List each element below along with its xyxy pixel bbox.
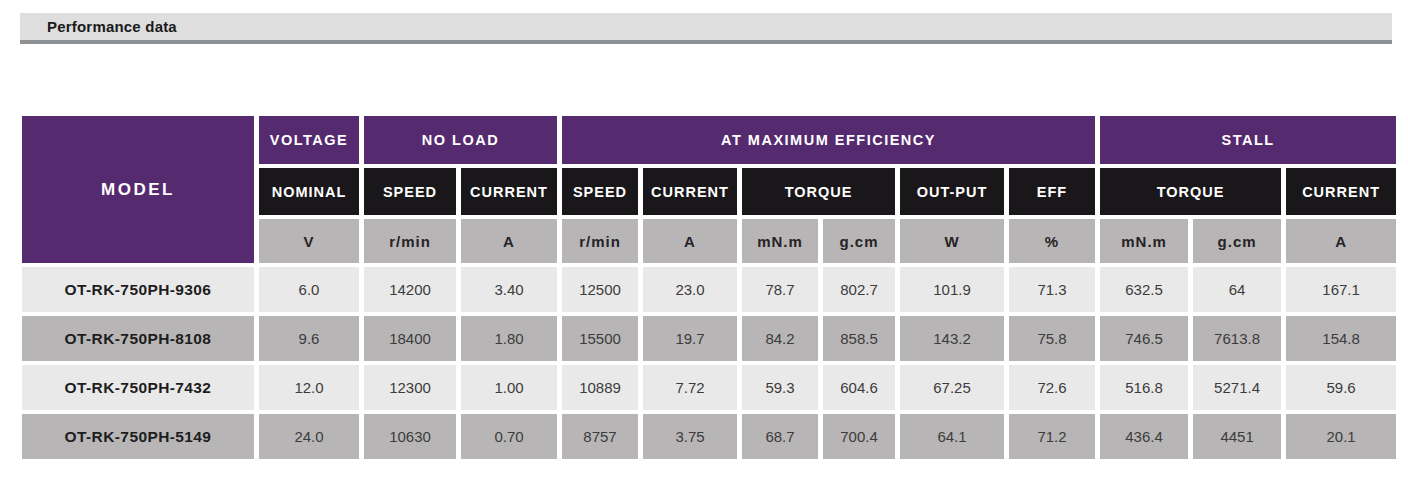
value-cell: 7.72 [643,365,737,410]
group-header-at-maximum-efficiency: AT MAXIMUM EFFICIENCY [562,116,1095,164]
subheader-maxeff-speed: SPEED [562,168,638,215]
value-cell: 20.1 [1286,414,1396,459]
model-name: OT-RK-750PH-8108 [22,316,254,361]
value-cell: 10889 [562,365,638,410]
table-row: OT-RK-750PH-8108 9.6 18400 1.80 15500 19… [22,316,1396,361]
value-cell: 101.9 [900,267,1004,312]
value-cell: 1.00 [461,365,557,410]
value-cell: 14200 [364,267,456,312]
unit-stall-amp: A [1286,219,1396,263]
value-cell: 12.0 [259,365,359,410]
value-cell: 78.7 [742,267,818,312]
value-cell: 59.6 [1286,365,1396,410]
unit-eff-percent: % [1009,219,1095,263]
value-cell: 3.75 [643,414,737,459]
subheader-eff: EFF [1009,168,1095,215]
value-cell: 19.7 [643,316,737,361]
value-cell: 71.3 [1009,267,1095,312]
unit-stall-mnm: mN.m [1100,219,1188,263]
value-cell: 64.1 [900,414,1004,459]
value-cell: 72.6 [1009,365,1095,410]
unit-maxeff-rpm: r/min [562,219,638,263]
value-cell: 700.4 [823,414,895,459]
section-title: Performance data [20,13,1392,40]
subheader-stall-current: CURRENT [1286,168,1396,215]
value-cell: 802.7 [823,267,895,312]
value-cell: 12300 [364,365,456,410]
value-cell: 516.8 [1100,365,1188,410]
performance-table: MODEL VOLTAGE NO LOAD AT MAXIMUM EFFICIE… [17,112,1401,463]
value-cell: 84.2 [742,316,818,361]
unit-maxeff-gcm: g.cm [823,219,895,263]
subheader-maxeff-torque: TORQUE [742,168,895,215]
header-group-row: MODEL VOLTAGE NO LOAD AT MAXIMUM EFFICIE… [22,116,1396,164]
table-row: OT-RK-750PH-9306 6.0 14200 3.40 12500 23… [22,267,1396,312]
unit-volt: V [259,219,359,263]
value-cell: 154.8 [1286,316,1396,361]
value-cell: 3.40 [461,267,557,312]
value-cell: 436.4 [1100,414,1188,459]
value-cell: 8757 [562,414,638,459]
subheader-noload-speed: SPEED [364,168,456,215]
value-cell: 9.6 [259,316,359,361]
value-cell: 1.80 [461,316,557,361]
subheader-output: OUT-PUT [900,168,1004,215]
value-cell: 604.6 [823,365,895,410]
unit-maxeff-amp: A [643,219,737,263]
value-cell: 64 [1193,267,1281,312]
model-name: OT-RK-750PH-9306 [22,267,254,312]
value-cell: 5271.4 [1193,365,1281,410]
subheader-nominal: NOMINAL [259,168,359,215]
value-cell: 18400 [364,316,456,361]
subheader-maxeff-current: CURRENT [643,168,737,215]
value-cell: 10630 [364,414,456,459]
value-cell: 15500 [562,316,638,361]
value-cell: 6.0 [259,267,359,312]
subheader-noload-current: CURRENT [461,168,557,215]
value-cell: 75.8 [1009,316,1095,361]
value-cell: 71.2 [1009,414,1095,459]
group-header-no-load: NO LOAD [364,116,557,164]
unit-maxeff-mnm: mN.m [742,219,818,263]
unit-noload-amp: A [461,219,557,263]
value-cell: 632.5 [1100,267,1188,312]
value-cell: 746.5 [1100,316,1188,361]
value-cell: 24.0 [259,414,359,459]
subheader-stall-torque: TORQUE [1100,168,1281,215]
table-row: OT-RK-750PH-7432 12.0 12300 1.00 10889 7… [22,365,1396,410]
value-cell: 167.1 [1286,267,1396,312]
value-cell: 0.70 [461,414,557,459]
model-column-header: MODEL [22,116,254,263]
value-cell: 59.3 [742,365,818,410]
value-cell: 858.5 [823,316,895,361]
model-name: OT-RK-750PH-5149 [22,414,254,459]
section-header-bar: Performance data [20,13,1392,44]
value-cell: 12500 [562,267,638,312]
model-name: OT-RK-750PH-7432 [22,365,254,410]
value-cell: 68.7 [742,414,818,459]
performance-data-page: Performance data MODEL VOLTAGE NO LOAD A… [0,0,1408,486]
value-cell: 4451 [1193,414,1281,459]
value-cell: 7613.8 [1193,316,1281,361]
group-header-voltage: VOLTAGE [259,116,359,164]
value-cell: 23.0 [643,267,737,312]
unit-output-watt: W [900,219,1004,263]
unit-noload-rpm: r/min [364,219,456,263]
group-header-stall: STALL [1100,116,1396,164]
value-cell: 143.2 [900,316,1004,361]
unit-stall-gcm: g.cm [1193,219,1281,263]
value-cell: 67.25 [900,365,1004,410]
table-row: OT-RK-750PH-5149 24.0 10630 0.70 8757 3.… [22,414,1396,459]
